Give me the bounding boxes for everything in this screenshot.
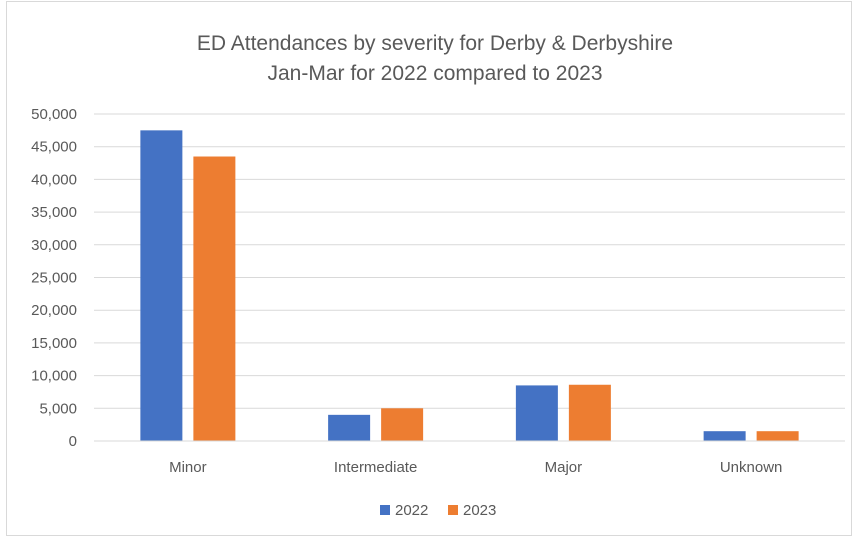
x-tick-label: Unknown	[720, 459, 783, 476]
bar-2022-unknown	[703, 431, 746, 441]
y-tick-label: 0	[69, 433, 77, 450]
bar-2023-major	[568, 384, 611, 441]
y-tick-label: 35,000	[31, 204, 77, 221]
x-tick-label: Minor	[169, 459, 207, 476]
bar-2023-intermediate	[381, 408, 424, 441]
legend-label-2022: 2022	[395, 502, 428, 519]
chart-frame: ED Attendances by severity for Derby & D…	[6, 1, 852, 536]
legend: 2022 2023	[380, 502, 496, 519]
legend-label-2023: 2023	[463, 502, 496, 519]
chart-title: ED Attendances by severity for Derby & D…	[197, 32, 673, 55]
legend-swatch-2022	[380, 505, 390, 515]
y-tick-label: 40,000	[31, 171, 77, 188]
x-tick-label: Major	[545, 459, 583, 476]
chart-subtitle: Jan-Mar for 2022 compared to 2023	[267, 62, 602, 85]
legend-swatch-2023	[448, 505, 458, 515]
y-tick-label: 20,000	[31, 302, 77, 319]
bar-2022-intermediate	[328, 414, 371, 441]
y-tick-label: 30,000	[31, 237, 77, 254]
bar-2023-unknown	[756, 431, 799, 441]
y-tick-label: 25,000	[31, 270, 77, 287]
y-tick-label: 15,000	[31, 335, 77, 352]
bar-2023-minor	[193, 156, 236, 441]
y-tick-label: 50,000	[31, 106, 77, 123]
y-tick-label: 5,000	[39, 400, 77, 417]
bars	[140, 130, 799, 441]
y-tick-label: 10,000	[31, 368, 77, 385]
bar-2022-minor	[140, 130, 183, 441]
y-axis-ticks: 0 5,000 10,000 15,000 20,000 25,000 30,000 35,0…	[31, 106, 77, 450]
x-axis-ticks: Minor Intermediate Major Unknown	[169, 459, 782, 476]
x-tick-label: Intermediate	[334, 459, 417, 476]
bar-2022-major	[515, 385, 558, 441]
y-tick-label: 45,000	[31, 139, 77, 156]
bar-chart: ED Attendances by severity for Derby & D…	[31, 32, 845, 519]
